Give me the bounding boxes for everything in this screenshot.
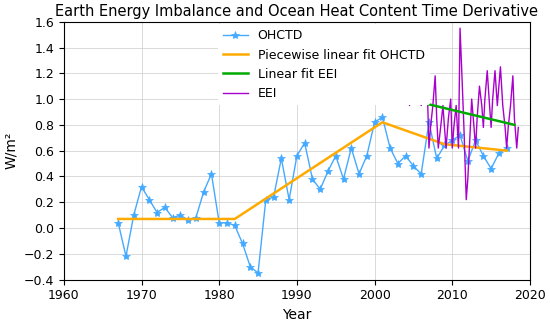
- EEI: [471, 126, 477, 129]
- OHCTD: [503, 146, 510, 150]
- Linear fit EEI: [371, 89, 378, 93]
- Legend: OHCTD, Piecewise linear fit OHCTD, Linear fit EEI, EEI: OHCTD, Piecewise linear fit OHCTD, Linea…: [218, 24, 430, 105]
- Piecewise linear fit OHCTD: [441, 142, 448, 146]
- Piecewise linear fit OHCTD: [115, 217, 122, 221]
- EEI: [445, 116, 452, 120]
- OHCTD: [496, 151, 502, 155]
- OHCTD: [115, 221, 122, 225]
- OHCTD: [200, 190, 207, 194]
- Line: EEI: EEI: [371, 28, 518, 200]
- EEI: [456, 26, 463, 30]
- Linear fit EEI: [511, 123, 518, 127]
- Line: OHCTD: OHCTD: [114, 113, 511, 277]
- EEI: [463, 198, 470, 201]
- EEI: [490, 97, 496, 101]
- Piecewise linear fit OHCTD: [379, 120, 386, 124]
- Piecewise linear fit OHCTD: [232, 217, 238, 221]
- OHCTD: [387, 146, 393, 150]
- OHCTD: [232, 223, 238, 227]
- X-axis label: Year: Year: [282, 308, 312, 322]
- Piecewise linear fit OHCTD: [503, 149, 510, 153]
- EEI: [515, 126, 521, 129]
- EEI: [367, 52, 374, 56]
- OHCTD: [410, 164, 417, 168]
- OHCTD: [239, 242, 246, 245]
- OHCTD: [255, 271, 261, 275]
- Title: Earth Energy Imbalance and Ocean Heat Content Time Derivative: Earth Energy Imbalance and Ocean Heat Co…: [56, 4, 538, 19]
- Y-axis label: W/m²: W/m²: [4, 132, 18, 169]
- EEI: [466, 146, 472, 150]
- Line: Piecewise linear fit OHCTD: Piecewise linear fit OHCTD: [118, 122, 507, 219]
- EEI: [383, 84, 389, 88]
- EEI: [420, 97, 426, 101]
- OHCTD: [379, 115, 386, 119]
- Line: Linear fit EEI: Linear fit EEI: [375, 91, 514, 125]
- Piecewise linear fit OHCTD: [224, 217, 230, 221]
